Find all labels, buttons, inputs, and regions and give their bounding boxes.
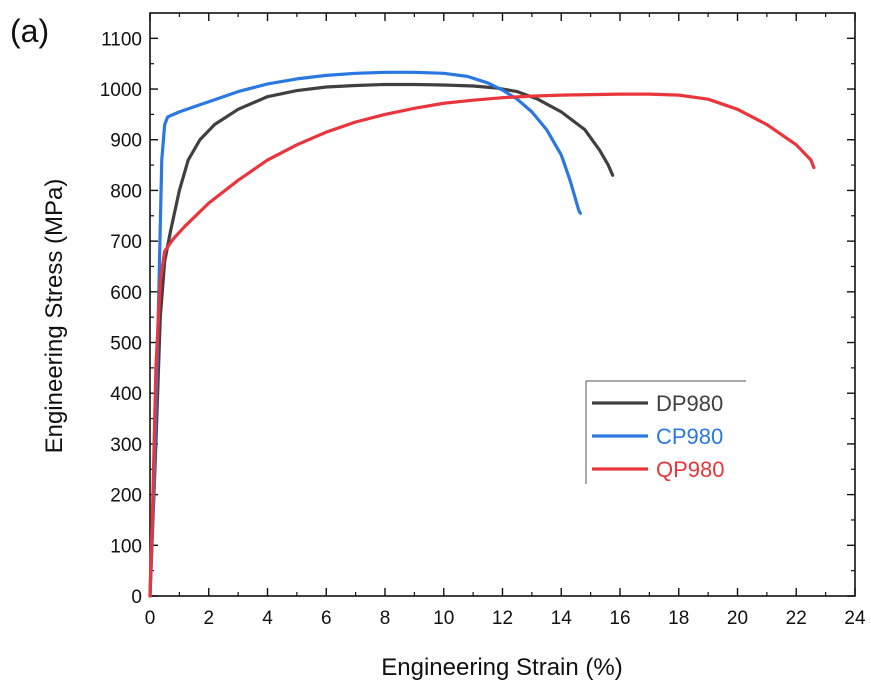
y-tick-label: 500: [110, 334, 142, 355]
legend-label-dp980: DP980: [656, 391, 723, 416]
legend-label-cp980: CP980: [656, 424, 723, 449]
panel-label: (a): [10, 13, 49, 49]
x-axis: 0 2 4 6 8 10 12 14 16 18 20 22 24: [145, 13, 866, 629]
y-tick-label: 300: [110, 435, 142, 456]
x-tick-label: 20: [727, 608, 748, 629]
x-axis-title: Engineering Strain (%): [381, 654, 622, 681]
x-tick-label: 10: [433, 608, 454, 629]
x-tick-label: 14: [551, 608, 573, 629]
legend-label-qp980: QP980: [656, 457, 725, 482]
y-axis-title: Engineering Stress (MPa): [41, 179, 68, 454]
series-line-qp980: [148, 92, 816, 598]
x-tick-label: 18: [668, 608, 689, 629]
y-tick-label: 1100: [101, 29, 142, 50]
x-tick-label: 8: [380, 608, 391, 629]
y-axis: 0 100 200 300 400 500 600 700 800 900 1000 1100: [100, 29, 855, 608]
x-tick-label: 12: [492, 608, 513, 629]
x-tick-label: 4: [262, 608, 273, 629]
y-tick-label: 900: [110, 131, 142, 152]
legend: DP980 CP980 QP980: [585, 380, 746, 484]
y-tick-label: 200: [110, 486, 142, 507]
series-layer: [148, 70, 816, 598]
y-tick-label: 100: [110, 536, 142, 557]
y-tick-label: 700: [110, 232, 142, 253]
series-line-dp980: [148, 82, 615, 598]
x-tick-label: 24: [844, 608, 866, 629]
x-tick-label: 6: [321, 608, 332, 629]
y-tick-label: 1000: [100, 80, 142, 101]
y-tick-label: 0: [131, 587, 142, 608]
x-tick-label: 22: [786, 608, 807, 629]
x-tick-label: 2: [203, 608, 214, 629]
y-tick-label: 400: [110, 384, 142, 405]
series-line-cp980: [148, 70, 582, 598]
y-tick-label: 800: [110, 181, 142, 202]
y-tick-label: 600: [110, 283, 142, 304]
x-tick-label: 0: [145, 608, 156, 629]
x-tick-label: 16: [609, 608, 630, 629]
